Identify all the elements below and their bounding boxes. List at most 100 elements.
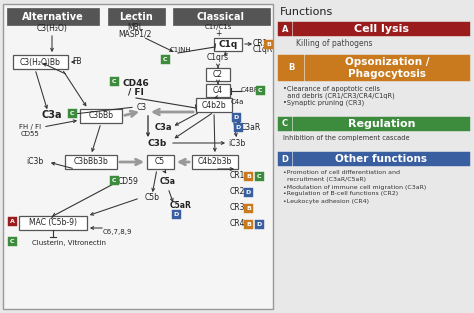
Bar: [256, 86, 265, 95]
Text: C: C: [258, 88, 263, 93]
Bar: [214, 38, 242, 51]
Text: C: C: [112, 79, 117, 84]
Text: Regulation: Regulation: [348, 119, 415, 129]
Bar: [80, 109, 122, 123]
Bar: [293, 152, 470, 166]
Bar: [244, 188, 253, 197]
Bar: [234, 123, 243, 132]
Text: •Regulation of B-cell functions (CR2): •Regulation of B-cell functions (CR2): [283, 192, 398, 197]
Text: C: C: [112, 178, 117, 183]
Text: iC3b: iC3b: [228, 138, 246, 147]
Text: C: C: [282, 120, 288, 129]
Text: CR1: CR1: [253, 38, 268, 48]
Text: •Promotion of cell differentiation and: •Promotion of cell differentiation and: [283, 171, 400, 176]
Bar: [19, 216, 87, 230]
Text: •Leukocyte adhesion (CR4): •Leukocyte adhesion (CR4): [283, 198, 369, 203]
Text: C4b2b: C4b2b: [202, 100, 226, 110]
Text: •Modulation of immune cell migration (C3aR): •Modulation of immune cell migration (C3…: [283, 184, 426, 189]
Bar: [196, 98, 232, 112]
Text: C4: C4: [213, 86, 223, 95]
Bar: [8, 237, 17, 246]
Bar: [244, 204, 253, 213]
Text: Functions: Functions: [280, 7, 333, 17]
Text: C3aR: C3aR: [241, 124, 261, 132]
Text: CD46: CD46: [123, 79, 149, 88]
Text: Other functions: Other functions: [336, 154, 428, 164]
Bar: [206, 84, 230, 97]
Text: D: D: [246, 190, 251, 195]
Text: Alternative: Alternative: [22, 12, 84, 22]
Bar: [13, 55, 68, 69]
Text: C5aR: C5aR: [170, 201, 192, 209]
Bar: [173, 8, 270, 25]
Text: / FI: / FI: [128, 88, 144, 96]
Text: Opsonization /
Phagocytosis: Opsonization / Phagocytosis: [345, 57, 430, 79]
Text: CR3: CR3: [230, 203, 246, 213]
Text: B: B: [246, 222, 251, 227]
Text: Killing of pathogens: Killing of pathogens: [296, 38, 373, 48]
Bar: [8, 217, 17, 226]
Text: Clusterin, Vitronectin: Clusterin, Vitronectin: [32, 240, 106, 246]
Bar: [232, 113, 241, 122]
Bar: [293, 117, 470, 131]
Text: MASP1/2: MASP1/2: [118, 29, 152, 38]
Text: C: C: [257, 174, 262, 179]
Text: C1q: C1q: [219, 40, 237, 49]
Text: C: C: [10, 239, 15, 244]
Text: D: D: [282, 155, 289, 163]
Text: C1qR: C1qR: [253, 45, 273, 54]
Text: C1r/C1s: C1r/C1s: [204, 24, 232, 30]
Text: D: D: [174, 212, 179, 217]
Text: C3a: C3a: [42, 110, 62, 120]
Text: B: B: [288, 64, 294, 73]
Bar: [278, 152, 292, 166]
Bar: [172, 210, 181, 219]
Text: and debris (CR1/CR3/CR4/C1qR): and debris (CR1/CR3/CR4/C1qR): [283, 93, 395, 99]
Bar: [278, 117, 292, 131]
Bar: [305, 55, 470, 81]
Text: B: B: [246, 206, 251, 211]
Text: C: C: [163, 57, 168, 62]
Text: A: A: [10, 219, 15, 224]
Bar: [108, 8, 165, 25]
Text: FB: FB: [72, 58, 82, 66]
Bar: [68, 109, 77, 118]
Bar: [278, 22, 292, 36]
Text: C6,7,8,9: C6,7,8,9: [102, 229, 132, 235]
Bar: [264, 40, 273, 49]
Text: C: C: [70, 111, 75, 116]
Bar: [7, 8, 99, 25]
Text: C3: C3: [137, 102, 147, 111]
Text: C4b2b3b: C4b2b3b: [198, 157, 232, 167]
Text: A: A: [282, 24, 288, 33]
Text: CD55: CD55: [21, 131, 39, 137]
Text: D: D: [236, 125, 241, 130]
Text: •Synaptic pruning (CR3): •Synaptic pruning (CR3): [283, 100, 364, 106]
Text: C3bBb: C3bBb: [89, 111, 113, 121]
Text: C1qrs: C1qrs: [207, 54, 229, 63]
Text: C5b: C5b: [145, 193, 159, 203]
Text: Lectin: Lectin: [119, 12, 153, 22]
Text: CR4: CR4: [230, 219, 246, 228]
Text: C2: C2: [213, 70, 223, 79]
Text: D: D: [234, 115, 239, 120]
Text: C3(H₂O): C3(H₂O): [36, 24, 67, 33]
Text: recruitment (C3aR/C5aR): recruitment (C3aR/C5aR): [283, 177, 366, 182]
Text: Cell lysis: Cell lysis: [354, 24, 409, 34]
Text: Classical: Classical: [197, 12, 245, 22]
Bar: [110, 176, 119, 185]
Bar: [110, 77, 119, 86]
Text: MAC (C5b-9): MAC (C5b-9): [29, 218, 77, 228]
Text: B: B: [266, 42, 271, 47]
Text: C5a: C5a: [160, 177, 176, 186]
Bar: [147, 155, 174, 169]
Text: C4a: C4a: [230, 99, 244, 105]
Text: C1INH: C1INH: [170, 47, 192, 53]
Bar: [65, 155, 117, 169]
Bar: [161, 55, 170, 64]
Text: C3a: C3a: [154, 124, 172, 132]
Bar: [244, 172, 253, 181]
Bar: [206, 68, 230, 81]
Bar: [293, 22, 470, 36]
Text: C3bBb3b: C3bBb3b: [73, 157, 109, 167]
